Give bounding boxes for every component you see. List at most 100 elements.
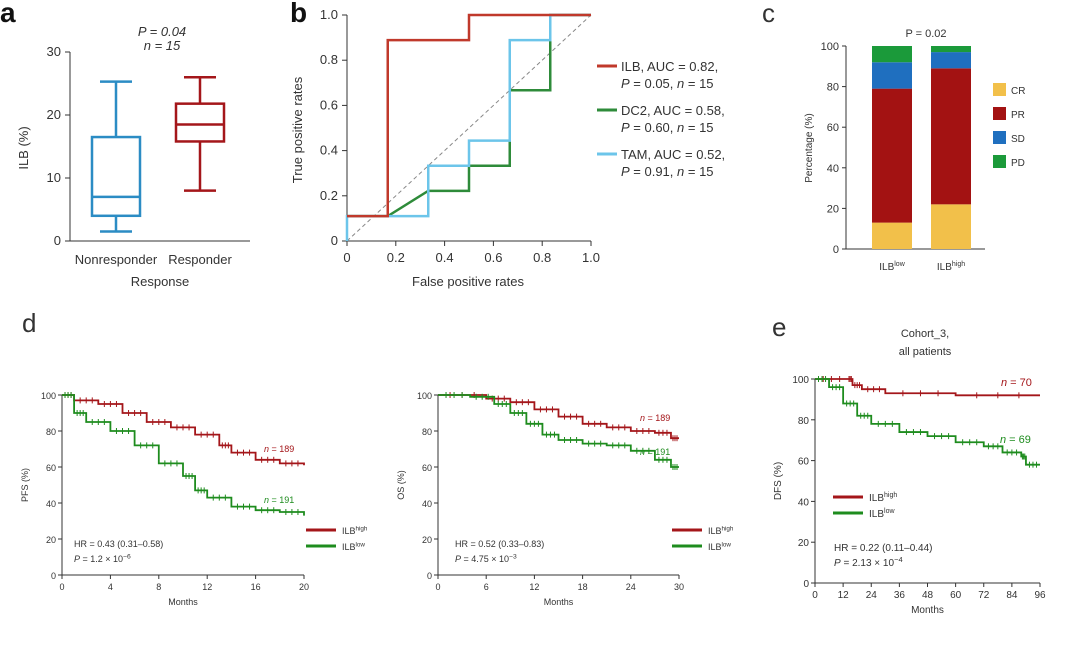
km-x-tick-label: 24 bbox=[626, 582, 636, 592]
km-x-tick-label: 24 bbox=[866, 590, 878, 601]
km-y-tick-label: 20 bbox=[422, 535, 432, 545]
km-y-tick-label: 80 bbox=[798, 416, 810, 427]
km-x-tick-label: 20 bbox=[299, 582, 309, 592]
bar-segment-pd bbox=[872, 46, 912, 63]
roc-legend-line2: P = 0.91, n = 15 bbox=[621, 164, 714, 179]
roc-y-tick-label: 0.4 bbox=[320, 143, 338, 158]
km-x-tick-label: 12 bbox=[529, 582, 539, 592]
bar-y-tick-label: 40 bbox=[827, 163, 839, 175]
bar-legend-swatch bbox=[993, 131, 1006, 144]
km-y-tick-label: 40 bbox=[798, 497, 810, 508]
km-x-tick-label: 12 bbox=[838, 590, 850, 601]
box-annotation-p: P = 0.04 bbox=[138, 24, 186, 39]
roc-line-ilb bbox=[347, 13, 591, 218]
km-y-tick-label: 100 bbox=[41, 391, 56, 401]
bar-segment-cr bbox=[931, 204, 971, 249]
km-y-tick-label: 80 bbox=[422, 427, 432, 437]
km-x-tick-label: 4 bbox=[108, 582, 113, 592]
box-iqr bbox=[174, 102, 226, 143]
km-p-text: P = 1.2 × 10−6 bbox=[74, 553, 131, 564]
km-hr-text: HR = 0.52 (0.33–0.83) bbox=[455, 539, 544, 549]
km-x-tick-label: 6 bbox=[484, 582, 489, 592]
bar-legend-swatch bbox=[993, 155, 1006, 168]
roc-ylabel: True positive rates bbox=[290, 76, 305, 183]
panel-letter-c: c bbox=[762, 0, 775, 28]
km-y-tick-label: 40 bbox=[46, 499, 56, 509]
km-x-tick-label: 12 bbox=[202, 582, 212, 592]
km-curve-low bbox=[438, 394, 679, 468]
km-y-tick-label: 0 bbox=[803, 579, 809, 590]
km-curve-high bbox=[62, 394, 305, 466]
bar-legend-swatch bbox=[993, 83, 1006, 96]
km-y-tick-label: 20 bbox=[798, 538, 810, 549]
roc-line-dc2 bbox=[347, 13, 591, 218]
km-n-label-low: n = 69 bbox=[1000, 434, 1031, 446]
km-ylabel: DFS (%) bbox=[773, 462, 784, 500]
bar-segment-pr bbox=[872, 88, 912, 223]
km-x-tick-label: 72 bbox=[978, 590, 990, 601]
km-legend-label-low: ILBlow bbox=[869, 508, 895, 520]
km-p-text: P = 4.75 × 10−3 bbox=[455, 553, 517, 564]
roc-legend-line2: P = 0.05, n = 15 bbox=[621, 76, 714, 91]
box-category-label: Responder bbox=[168, 252, 232, 267]
roc-diagonal-reference bbox=[346, 14, 592, 242]
km-e-title-line1: Cohort_3, bbox=[901, 328, 949, 340]
km-curve-high bbox=[438, 394, 679, 440]
km-xlabel: Months bbox=[168, 597, 198, 607]
bar-segment-cr bbox=[872, 222, 912, 249]
roc-x-tick-label: 0.8 bbox=[533, 250, 551, 265]
bar-category-label: ILBhigh bbox=[937, 261, 965, 273]
bar-annotation: P = 0.02 bbox=[905, 28, 946, 40]
km-x-tick-label: 30 bbox=[674, 582, 684, 592]
km-x-tick-label: 0 bbox=[435, 582, 440, 592]
km-x-tick-label: 48 bbox=[922, 590, 934, 601]
roc-legend-line1: DC2, AUC = 0.58, bbox=[621, 103, 725, 118]
km-y-tick-label: 20 bbox=[46, 535, 56, 545]
bar-legend-label: PD bbox=[1011, 158, 1025, 169]
bar-y-tick-label: 60 bbox=[827, 122, 839, 134]
km-n-label-high: n = 70 bbox=[1001, 377, 1032, 389]
bar-segment-sd bbox=[931, 52, 971, 69]
km-y-tick-label: 60 bbox=[422, 463, 432, 473]
km-x-tick-label: 18 bbox=[578, 582, 588, 592]
km-x-tick-label: 60 bbox=[950, 590, 962, 601]
km-n-label-high: n = 189 bbox=[640, 413, 670, 423]
km-y-tick-label: 60 bbox=[46, 463, 56, 473]
roc-y-tick-label: 0.8 bbox=[320, 52, 338, 67]
panel-letter-b: b bbox=[290, 0, 307, 28]
km-ylabel: OS (%) bbox=[396, 470, 406, 500]
km-y-tick-label: 0 bbox=[427, 571, 432, 581]
km-hr-text: HR = 0.43 (0.31–0.58) bbox=[74, 539, 163, 549]
bar-segment-pd bbox=[931, 46, 971, 53]
km-legend-label-low: ILBlow bbox=[342, 541, 365, 552]
km-y-tick-label: 40 bbox=[422, 499, 432, 509]
panel-letter-e: e bbox=[772, 312, 786, 342]
bar-y-tick-label: 0 bbox=[833, 244, 839, 256]
km-curve-low bbox=[62, 394, 305, 516]
stacked-bar-panel: P = 0.02 Percentage (%) bbox=[804, 28, 947, 183]
roc-legend-line1: ILB, AUC = 0.82, bbox=[621, 59, 718, 74]
km-x-tick-label: 84 bbox=[1006, 590, 1018, 601]
roc-x-tick-label: 0 bbox=[343, 250, 350, 265]
box-plot-panel: P = 0.04 n = 15 ILB (%) Response bbox=[16, 24, 189, 289]
km-y-tick-label: 100 bbox=[792, 375, 809, 386]
roc-x-tick-label: 1.0 bbox=[582, 250, 600, 265]
km-xlabel: Months bbox=[911, 605, 944, 616]
km-p-text: P = 2.13 × 10−4 bbox=[834, 555, 903, 569]
km-curve-low bbox=[815, 378, 1040, 466]
box-y-tick-label: 30 bbox=[47, 44, 61, 59]
km-y-tick-label: 0 bbox=[51, 571, 56, 581]
roc-legend-line2: P = 0.60, n = 15 bbox=[621, 120, 714, 135]
roc-x-tick-label: 0.4 bbox=[436, 250, 454, 265]
bar-legend-label: SD bbox=[1011, 134, 1025, 145]
box-annotation-n: n = 15 bbox=[144, 38, 181, 53]
roc-y-tick-label: 0.2 bbox=[320, 188, 338, 203]
roc-y-tick-label: 0 bbox=[331, 233, 338, 248]
bar-segment-sd bbox=[872, 62, 912, 89]
bar-legend-label: CR bbox=[1011, 86, 1025, 97]
km-x-tick-label: 0 bbox=[59, 582, 64, 592]
km-x-tick-label: 36 bbox=[894, 590, 906, 601]
roc-x-tick-label: 0.6 bbox=[484, 250, 502, 265]
bar-legend-label: PR bbox=[1011, 110, 1025, 121]
box-xlabel: Response bbox=[131, 274, 190, 289]
